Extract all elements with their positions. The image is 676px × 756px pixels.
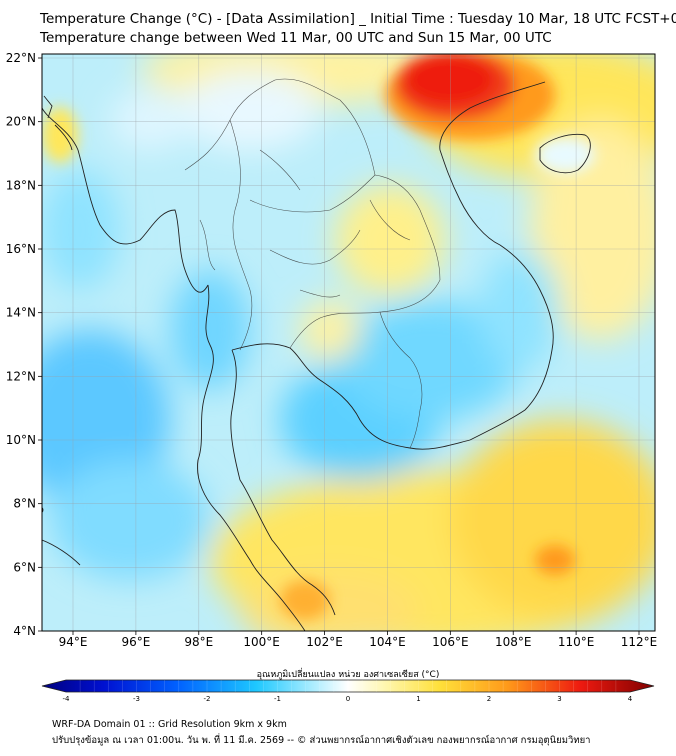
lon-tick-label: 106°E xyxy=(432,635,469,649)
lat-tick-label: 16°N xyxy=(6,242,36,256)
lon-tick-label: 110°E xyxy=(558,635,595,649)
lat-tick-label: 18°N xyxy=(6,178,36,192)
colorbar-label: อุณหภูมิเปลี่ยนแปลง หน่วย องศาเซลเซียส (… xyxy=(257,667,440,680)
footer-update-info: ปรับปรุงข้อมูล ณ เวลา 01:00น. วัน พ. ที่… xyxy=(52,735,591,746)
lon-tick-label: 112°E xyxy=(621,635,658,649)
lat-tick-label: 4°N xyxy=(13,624,36,638)
chart-subtitle: Temperature change between Wed 11 Mar, 0… xyxy=(40,30,552,46)
lat-tick-label: 10°N xyxy=(6,433,36,447)
lon-tick-label: 96°E xyxy=(121,635,150,649)
colorbar-tick-label: -4 xyxy=(63,695,71,703)
colorbar-tick-label: 1 xyxy=(416,695,420,703)
lon-tick-label: 108°E xyxy=(495,635,532,649)
latitude-axis: 22°N 20°N 18°N 16°N 14°N 12°N 10°N 8°N 6°N 4°N xyxy=(6,51,42,638)
colorbar xyxy=(41,679,655,693)
lat-tick-label: 22°N xyxy=(6,51,36,65)
colorbar-tick-label: 2 xyxy=(487,695,491,703)
colorbar-ticks: -4 -3 -2 -1 0 1 2 3 4 xyxy=(63,680,633,703)
map-frame xyxy=(41,53,656,632)
lon-tick-label: 102°E xyxy=(306,635,343,649)
colorbar-tick-label: 0 xyxy=(346,695,350,703)
lat-tick-label: 14°N xyxy=(6,306,36,320)
lat-tick-label: 20°N xyxy=(6,115,36,129)
colorbar-tick-label: 4 xyxy=(628,695,633,703)
footer-model-info: WRF-DA Domain 01 :: Grid Resolution 9km … xyxy=(52,719,287,730)
lon-tick-label: 94°E xyxy=(59,635,88,649)
temperature-field xyxy=(42,54,655,631)
chart-title: Temperature Change (°C) - [Data Assimila… xyxy=(40,11,676,27)
lon-tick-label: 104°E xyxy=(369,635,406,649)
colorbar-tick-label: -1 xyxy=(274,695,281,703)
lat-tick-label: 12°N xyxy=(6,369,36,383)
colorbar-tick-label: -3 xyxy=(133,695,140,703)
lon-tick-label: 98°E xyxy=(184,635,213,649)
lat-tick-label: 6°N xyxy=(13,560,36,574)
colorbar-tick-label: 3 xyxy=(557,695,561,703)
graticule xyxy=(42,54,655,631)
lon-tick-label: 100°E xyxy=(243,635,280,649)
lat-tick-label: 8°N xyxy=(13,497,36,511)
longitude-axis: 94°E 96°E 98°E 100°E 102°E 104°E 106°E 108°E 110… xyxy=(59,631,658,649)
coastlines xyxy=(42,81,591,631)
admin-borders xyxy=(184,78,441,449)
colorbar-tick-label: -2 xyxy=(204,695,211,703)
